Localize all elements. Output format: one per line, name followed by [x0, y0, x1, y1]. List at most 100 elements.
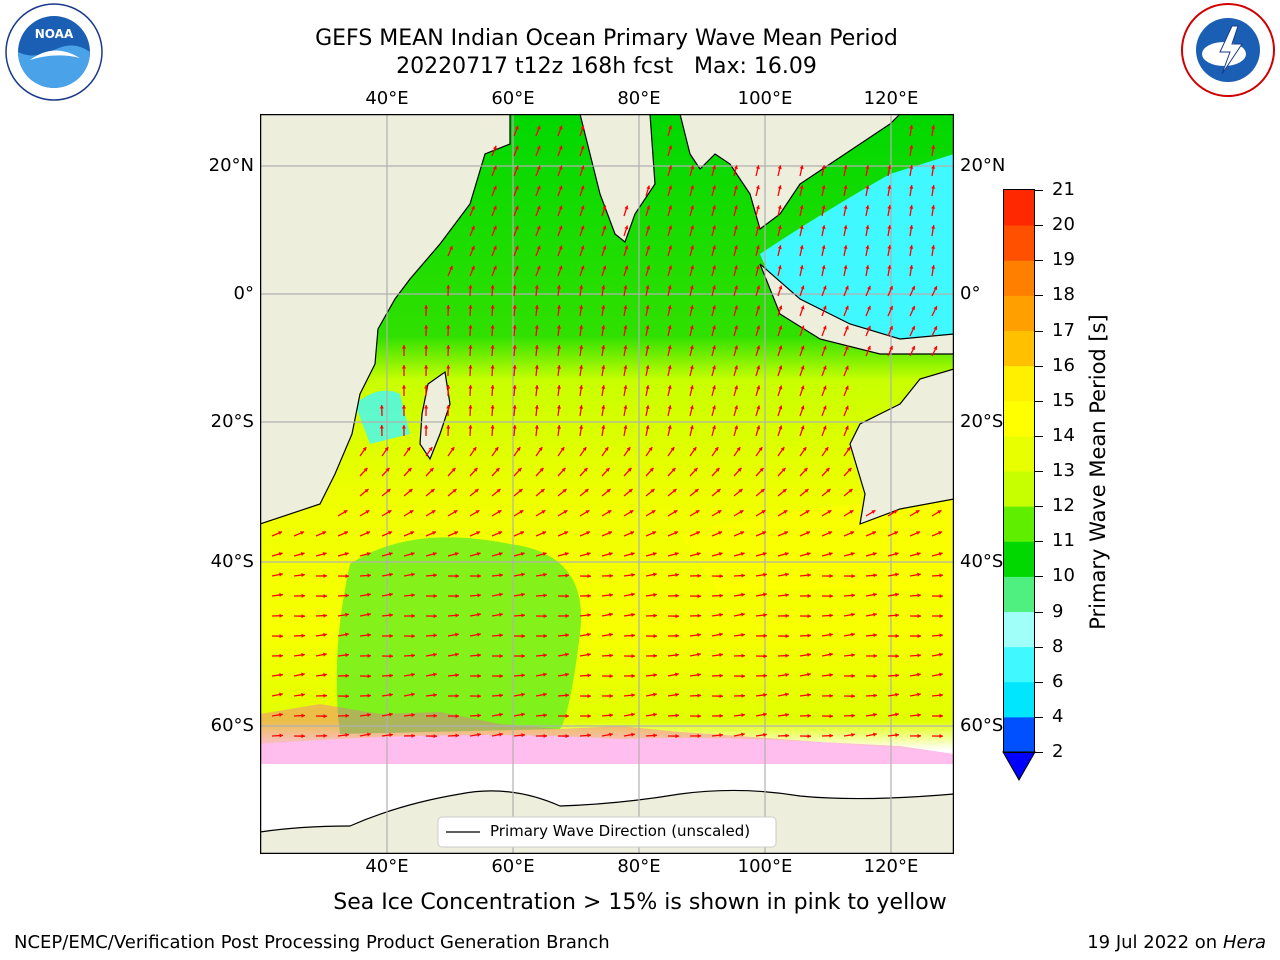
wave-arrow-head: [601, 365, 606, 369]
wave-arrow-head: [759, 467, 764, 472]
colorbar-tick-label: 4: [1052, 705, 1064, 727]
wave-arrow-head: [848, 489, 853, 493]
wave-arrow-head: [711, 345, 716, 350]
wave-arrow-head: [873, 693, 877, 698]
wave-arrow-head: [492, 245, 497, 250]
wave-arrow-head: [582, 446, 587, 451]
chart-title: GEFS MEAN Indian Ocean Primary Wave Mean…: [315, 26, 898, 51]
wave-arrow-head: [800, 345, 805, 350]
chart-subtitle: 20220717 t12z 168h fcst Max: 16.09: [396, 54, 817, 79]
wave-arrow-head: [558, 245, 563, 250]
lon-label-bottom-100e: 100°E: [737, 856, 793, 877]
lat-label-right-60s: 60°S: [960, 715, 1004, 736]
wave-arrow-head: [763, 572, 767, 577]
wave-arrow-head: [514, 245, 519, 250]
wave-arrow-head: [822, 325, 827, 330]
wave-arrow-head: [543, 672, 547, 677]
colorbar-cell: [1004, 400, 1034, 437]
wave-arrow-head: [829, 673, 833, 678]
wave-arrow-head: [556, 345, 562, 349]
wave-arrow-head: [781, 467, 786, 472]
wave-arrow-head: [387, 510, 392, 514]
wave-arrow-head: [667, 345, 672, 350]
wave-arrow-head: [800, 385, 805, 390]
wave-arrow-head: [492, 145, 497, 150]
wave-arrow-head: [536, 225, 541, 230]
wave-arrow-head: [909, 245, 914, 249]
wave-arrow-head: [697, 672, 701, 677]
wave-arrow-head: [843, 165, 848, 169]
wave-arrow-head: [653, 733, 657, 738]
wave-arrow-head: [847, 467, 852, 472]
wave-arrow-head: [931, 125, 936, 129]
wave-arrow-head: [542, 531, 547, 535]
wave-arrow-head: [865, 245, 870, 249]
wave-arrow-head: [865, 165, 870, 169]
wave-arrow-head: [558, 165, 563, 170]
wave-arrow-head: [411, 692, 415, 697]
wave-arrow-head: [424, 425, 429, 429]
wave-arrow-head: [601, 425, 606, 429]
colorbar-tick-label: 14: [1052, 424, 1075, 446]
wave-arrow-head: [895, 654, 899, 659]
wave-arrow-head: [322, 531, 327, 535]
wave-arrow-head: [917, 672, 921, 677]
wave-arrow-head: [646, 185, 651, 190]
wave-arrow-head: [850, 531, 855, 535]
colorbar-tick: [1035, 611, 1043, 613]
colorbar-title: Primary Wave Mean Period [s]: [1086, 314, 1110, 630]
wave-arrow-head: [454, 531, 459, 535]
wave-arrow-head: [939, 734, 943, 739]
colorbar-cell: [1004, 646, 1034, 683]
wave-arrow-head: [889, 285, 893, 290]
wave-arrow-head: [843, 245, 848, 249]
wave-arrow-head: [446, 425, 451, 429]
wave-arrow-head: [799, 185, 804, 190]
wave-arrow-head: [542, 552, 547, 557]
wave-arrow-head: [411, 613, 415, 619]
wave-arrow-head: [367, 732, 371, 737]
wave-arrow-head: [401, 345, 407, 349]
colorbar-cell: [1004, 365, 1034, 402]
wave-arrow-head: [805, 510, 810, 514]
wave-arrow-head: [689, 285, 694, 290]
wave-arrow-head: [455, 673, 459, 678]
wave-arrow-head: [587, 574, 591, 579]
wave-arrow-head: [278, 552, 283, 557]
wave-arrow-head: [490, 345, 495, 349]
wave-arrow-head: [755, 185, 760, 190]
wave-arrow-head: [697, 613, 701, 618]
wave-arrow-head: [887, 185, 892, 189]
wave-arrow-head: [584, 489, 589, 493]
colorbar-tick: [1035, 190, 1043, 191]
wave-arrow-head: [424, 405, 429, 409]
wave-arrow-head: [785, 613, 789, 618]
wave-arrow-head: [807, 593, 811, 598]
wave-arrow-head: [873, 612, 877, 617]
wave-arrow-head: [367, 633, 371, 638]
wave-arrow-head: [379, 405, 384, 409]
wave-arrow-head: [689, 365, 694, 370]
wave-arrow-head: [851, 573, 855, 579]
colorbar-tick: [1035, 506, 1043, 508]
wave-arrow-head: [800, 365, 805, 370]
wave-arrow-head: [711, 285, 716, 290]
wave-arrow-head: [565, 573, 569, 578]
wave-arrow-head: [645, 365, 650, 370]
wave-arrow-head: [410, 531, 415, 535]
wave-arrow-head: [807, 614, 811, 619]
wave-arrow-head: [668, 165, 673, 170]
wave-arrow-head: [668, 225, 673, 230]
wave-arrow-head: [865, 265, 870, 269]
wave-arrow-head: [558, 145, 563, 150]
wave-arrow-head: [433, 672, 437, 677]
madagascar-land: [419, 370, 451, 461]
wave-arrow-head: [534, 345, 539, 349]
wave-arrow-head: [587, 693, 591, 699]
wave-arrow-head: [521, 572, 525, 577]
wave-arrow-head: [646, 205, 651, 210]
wave-arrow-head: [492, 205, 497, 210]
wave-arrow-head: [468, 285, 473, 289]
wave-arrow-head: [651, 510, 656, 514]
wave-arrow-head: [668, 205, 673, 210]
